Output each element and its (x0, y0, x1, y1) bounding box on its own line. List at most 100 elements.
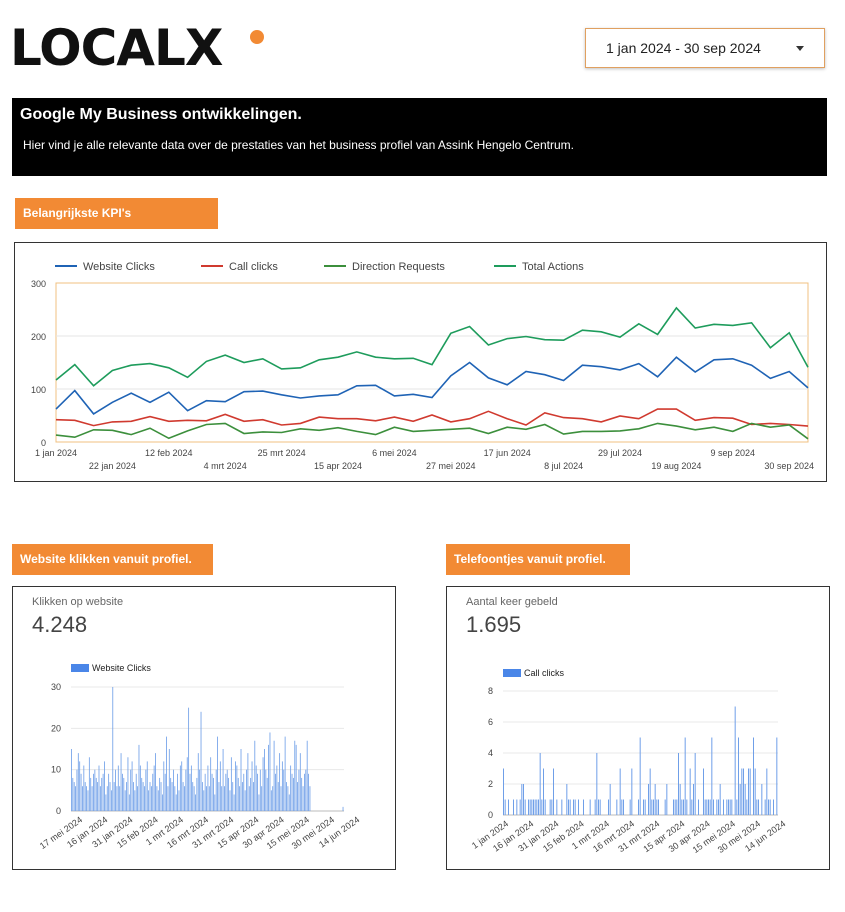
bar (684, 737, 686, 815)
bar (83, 765, 85, 811)
bar (197, 753, 199, 811)
page-title: Google My Business ontwikkelingen. (20, 106, 302, 123)
y-tick-label: 10 (51, 765, 61, 775)
bar (754, 768, 756, 815)
bar (583, 799, 584, 815)
bar (743, 768, 744, 815)
date-range-picker[interactable]: 1 jan 2024 - 30 sep 2024 (585, 28, 825, 68)
bar (629, 799, 631, 815)
bar (277, 782, 279, 811)
bar (174, 786, 176, 811)
bar (229, 790, 231, 811)
series-line (55, 422, 809, 440)
y-tick-label: 100 (31, 385, 46, 395)
bar (741, 768, 743, 815)
date-range-label: 1 jan 2024 - 30 sep 2024 (606, 40, 761, 56)
bar (596, 753, 598, 815)
y-tick-label: 300 (31, 279, 46, 289)
bar (290, 765, 292, 811)
bar (149, 782, 151, 811)
x-tick-label: 1 jan 2024 (35, 448, 77, 458)
bar (679, 784, 681, 815)
bar (104, 761, 105, 811)
website-card-title: Klikken op website (32, 596, 124, 608)
bar (128, 794, 130, 811)
localx-logo: LOCALX (10, 23, 264, 73)
bar (693, 784, 694, 815)
bar (99, 786, 101, 811)
bar (566, 784, 568, 815)
bar (519, 799, 521, 815)
bar (708, 799, 709, 815)
bar (275, 773, 276, 811)
phone-card-value: 1.695 (466, 612, 522, 637)
bar (291, 773, 293, 811)
bar (142, 782, 144, 811)
bar (529, 799, 531, 815)
bar (210, 757, 212, 811)
bar (276, 765, 278, 811)
bar (262, 757, 264, 811)
bar (738, 737, 739, 815)
bar (243, 773, 245, 811)
bar (543, 768, 544, 815)
bar (746, 799, 748, 815)
x-tick-label: 27 mei 2024 (426, 461, 476, 471)
bar (71, 749, 72, 811)
bar (135, 773, 137, 811)
bar (246, 769, 247, 811)
bar (268, 744, 269, 811)
bar (255, 765, 257, 811)
bar (222, 749, 224, 811)
x-tick-label: 6 mei 2024 (372, 448, 417, 458)
bar (162, 794, 163, 811)
legend-label: Direction Requests (352, 261, 445, 273)
bar (718, 799, 719, 815)
legend-label: Total Actions (522, 261, 584, 273)
y-tick-label: 0 (488, 810, 493, 820)
bar (87, 790, 89, 811)
bar (599, 799, 601, 815)
x-tick-label: 9 sep 2024 (711, 448, 756, 458)
bar (116, 786, 118, 811)
bar (90, 777, 92, 811)
bar (503, 768, 504, 815)
bar (649, 768, 651, 815)
bar (644, 799, 646, 815)
bar (748, 768, 749, 815)
bar (524, 799, 526, 815)
y-tick-label: 20 (51, 723, 61, 733)
bar (102, 773, 104, 811)
bar (536, 799, 538, 815)
bar (686, 799, 688, 815)
bar (153, 765, 155, 811)
bar (79, 761, 81, 811)
bar (538, 799, 539, 815)
bar (134, 790, 136, 811)
bar (621, 799, 623, 815)
bar (553, 768, 554, 815)
bar (215, 769, 217, 811)
bar (261, 786, 263, 811)
bar (150, 786, 152, 811)
bar (200, 711, 202, 811)
bar (130, 769, 132, 811)
bar (616, 799, 618, 815)
y-tick-label: 0 (56, 806, 61, 816)
bar (98, 765, 100, 811)
bar (719, 784, 721, 815)
bar (184, 786, 185, 811)
y-tick-label: 2 (488, 779, 493, 789)
bar (76, 769, 78, 811)
bar (598, 799, 599, 815)
bar (279, 753, 281, 811)
series-line (55, 306, 809, 387)
bar (211, 773, 213, 811)
bar (703, 768, 704, 815)
kpi-line-chart: Website Clicks Call clicks Direction Reque… (31, 261, 814, 471)
bar (689, 768, 691, 815)
bar (108, 773, 110, 811)
bar (283, 769, 285, 811)
bar (534, 799, 536, 815)
